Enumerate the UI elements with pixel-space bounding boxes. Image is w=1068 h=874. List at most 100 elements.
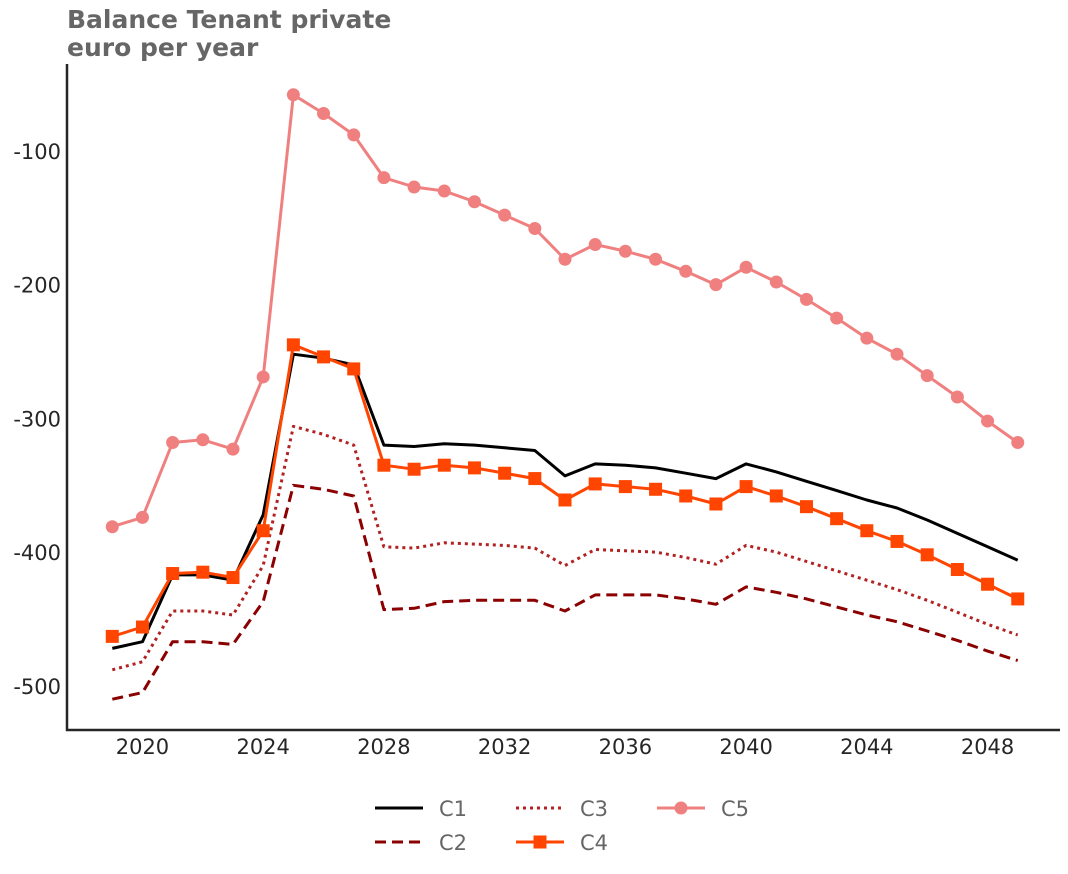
legend-label: C4 (580, 831, 608, 855)
chart-title-line1: Balance Tenant private (67, 5, 392, 34)
data-point (407, 180, 421, 194)
data-point (437, 458, 451, 472)
data-point (105, 629, 119, 643)
series-layer (105, 88, 1025, 701)
data-point (799, 500, 813, 514)
data-point (981, 577, 995, 591)
legend-label: C2 (439, 831, 467, 855)
data-point (377, 458, 391, 472)
series-line-c3 (111, 424, 1019, 672)
data-point (769, 489, 783, 503)
data-point (739, 480, 753, 494)
data-point (769, 275, 783, 289)
series-line-c1 (111, 352, 1019, 650)
data-point (860, 524, 874, 538)
series-c2 (111, 483, 1019, 701)
data-point (286, 88, 300, 102)
chart-title: Balance Tenant private euro per year (67, 6, 391, 62)
legend: C1 C2 C3 C4 C5 (375, 797, 749, 855)
series-c4 (105, 338, 1025, 643)
data-point (709, 497, 723, 511)
series-c5 (105, 88, 1025, 534)
data-point (377, 171, 391, 185)
x-tick-label: 2028 (357, 735, 410, 759)
data-point (679, 489, 693, 503)
data-point (618, 244, 632, 258)
legend-item-c5: C5 (657, 797, 749, 821)
data-point (467, 195, 481, 209)
data-point (498, 466, 512, 480)
data-point (196, 433, 210, 447)
data-point (709, 278, 723, 292)
data-point (649, 252, 663, 266)
data-point (467, 461, 481, 475)
data-point (558, 252, 572, 266)
legend-item-c1: C1 (375, 797, 467, 821)
data-point (920, 369, 934, 383)
data-point (1011, 592, 1025, 606)
y-tick-label: -400 (13, 541, 61, 565)
data-point (950, 390, 964, 404)
y-tick-label: -300 (13, 407, 61, 431)
series-c3 (111, 424, 1019, 672)
x-tick-label: 2024 (236, 735, 289, 759)
data-point (256, 370, 270, 384)
legend-label: C3 (580, 797, 608, 821)
data-point (528, 472, 542, 486)
legend-item-c2: C2 (375, 831, 467, 855)
x-tick-label: 2040 (719, 735, 772, 759)
data-point (135, 510, 149, 524)
x-tick-label: 2048 (961, 735, 1014, 759)
series-line-c5 (111, 93, 1019, 529)
data-point (347, 128, 361, 142)
data-point (317, 350, 331, 364)
data-point (166, 435, 180, 449)
data-point (317, 106, 331, 120)
data-point (286, 338, 300, 352)
y-tick-label: -200 (13, 274, 61, 298)
data-point (981, 414, 995, 428)
axes: 2020 2024 2028 2032 2036 2040 2044 2048 -500 -400… (13, 64, 1060, 759)
data-point (679, 264, 693, 278)
data-point (558, 493, 572, 507)
data-point (920, 548, 934, 562)
data-point (196, 565, 210, 579)
data-point (618, 480, 632, 494)
data-point (739, 260, 753, 274)
legend-item-c3: C3 (516, 797, 608, 821)
data-point (105, 520, 119, 534)
x-tick-label: 2020 (116, 735, 169, 759)
data-point (1011, 435, 1025, 449)
series-line-c2 (111, 483, 1019, 701)
legend-marker (674, 801, 688, 815)
data-point (950, 563, 964, 577)
data-point (528, 221, 542, 235)
data-point (890, 347, 904, 361)
data-point (830, 311, 844, 325)
data-point (437, 184, 451, 198)
data-point (407, 462, 421, 476)
data-point (649, 482, 663, 496)
data-point (226, 571, 240, 585)
data-point (860, 331, 874, 345)
x-tick-label: 2044 (840, 735, 893, 759)
data-point (166, 567, 180, 581)
data-point (256, 524, 270, 538)
legend-marker (533, 835, 547, 849)
legend-label: C1 (439, 797, 467, 821)
series-c1 (111, 352, 1019, 650)
data-point (890, 534, 904, 548)
data-point (226, 442, 240, 456)
data-point (347, 362, 361, 376)
data-point (799, 292, 813, 306)
x-tick-label: 2032 (478, 735, 531, 759)
legend-label: C5 (721, 797, 749, 821)
x-tick-label: 2036 (599, 735, 652, 759)
data-point (588, 477, 602, 491)
chart-title-line2: euro per year (67, 33, 259, 62)
data-point (498, 208, 512, 222)
data-point (135, 620, 149, 634)
data-point (588, 238, 602, 252)
y-tick-label: -100 (13, 140, 61, 164)
